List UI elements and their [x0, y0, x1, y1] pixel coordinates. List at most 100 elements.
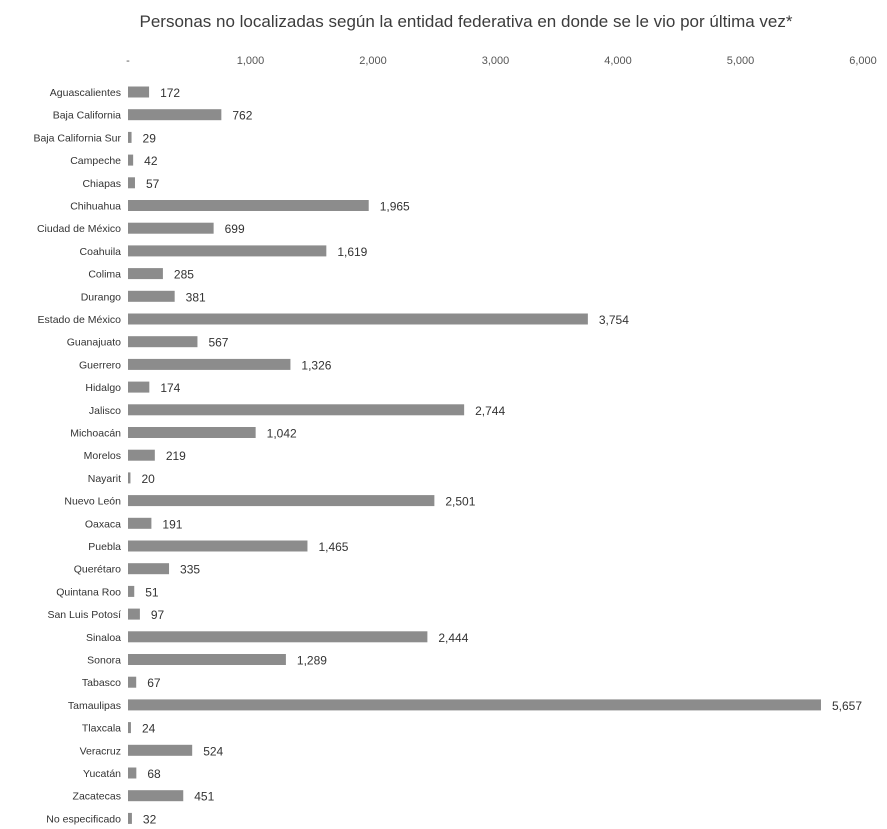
bar: [128, 585, 135, 597]
value-label: 172: [160, 86, 180, 100]
category-label: Estado de México: [38, 314, 122, 326]
value-label: 699: [225, 222, 245, 236]
x-tick-label: 6,000: [849, 55, 877, 67]
value-label: 219: [166, 449, 186, 463]
category-label: No especificado: [46, 813, 121, 825]
bar: [128, 109, 222, 121]
category-label: Tabasco: [82, 677, 121, 689]
category-label: Colima: [88, 269, 121, 281]
value-label: 2,444: [438, 631, 468, 645]
category-label: Puebla: [88, 541, 121, 553]
category-label: Aguascalientes: [50, 87, 121, 99]
bar: [128, 676, 137, 688]
bar: [128, 472, 131, 484]
bars: [128, 86, 821, 824]
bar: [128, 177, 135, 189]
category-label: Jalisco: [89, 405, 121, 417]
category-label: Baja California: [53, 110, 121, 122]
category-label: Sonora: [87, 655, 121, 667]
value-label: 57: [146, 177, 160, 191]
value-label: 335: [180, 563, 200, 577]
category-label: Yucatán: [83, 768, 121, 780]
value-label: 97: [151, 608, 165, 622]
value-label: 2,744: [475, 404, 505, 418]
bar: [128, 336, 198, 348]
bar: [128, 245, 327, 257]
bar: [128, 449, 155, 461]
category-label: Sinaloa: [86, 632, 121, 644]
category-label: Zacatecas: [73, 791, 121, 803]
bar: [128, 404, 465, 416]
value-label: 381: [186, 290, 206, 304]
bar: [128, 812, 132, 824]
bar: [128, 86, 150, 98]
category-label: Guanajuato: [67, 337, 121, 349]
bar: [128, 313, 588, 325]
category-label: Veracruz: [80, 745, 121, 757]
bar: [128, 722, 131, 734]
bar: [128, 699, 821, 711]
value-label: 5,657: [832, 699, 862, 713]
category-label: Querétaro: [74, 564, 121, 576]
value-label: 68: [147, 767, 161, 781]
category-label: Chihuahua: [70, 201, 121, 213]
bar: [128, 427, 256, 438]
value-label: 1,465: [318, 540, 348, 554]
category-label: Durango: [81, 291, 121, 303]
category-labels: Aguascalientes Baja California Baja Califo…: [33, 87, 121, 825]
x-tick-label: 5,000: [727, 55, 755, 67]
bar: [128, 358, 291, 370]
category-label: Chiapas: [82, 178, 121, 190]
bar: [128, 631, 428, 643]
category-label: San Luis Potosí: [47, 609, 121, 621]
category-label: Nayarit: [88, 473, 121, 485]
chart-title: Personas no localizadas según la entidad…: [139, 12, 792, 31]
x-tick-label: 3,000: [482, 55, 510, 67]
value-label: 451: [194, 790, 214, 804]
value-label: 51: [145, 585, 159, 599]
bar: [128, 222, 214, 234]
value-labels: 172 762 29 42 57 1,965 699 1,619 285 381 3,754 567 1…: [141, 86, 862, 826]
value-label: 24: [142, 722, 156, 736]
value-label: 29: [143, 131, 157, 145]
bar: [128, 290, 175, 302]
bar: [128, 517, 152, 529]
bar: [128, 563, 170, 575]
category-label: Ciudad de México: [37, 223, 121, 235]
category-label: Coahuila: [80, 246, 122, 258]
value-label: 191: [162, 517, 182, 531]
value-label: 67: [147, 676, 161, 690]
value-label: 285: [174, 268, 194, 282]
value-label: 567: [208, 336, 228, 350]
category-label: Nuevo León: [64, 496, 121, 508]
x-axis-ticks: - 1,000 2,000 3,000 4,000 5,000 6,000: [126, 55, 877, 67]
bar: [128, 540, 308, 552]
bar: [128, 744, 193, 756]
value-label: 32: [143, 812, 157, 826]
bar: [128, 131, 132, 143]
value-label: 174: [160, 381, 180, 395]
bar: [128, 654, 286, 665]
value-label: 524: [203, 744, 223, 758]
category-label: Michoacán: [70, 428, 121, 440]
value-label: 1,619: [337, 245, 367, 259]
value-label: 1,965: [380, 200, 410, 214]
x-tick-label: -: [126, 55, 130, 67]
category-label: Guerrero: [79, 359, 121, 371]
value-label: 2,501: [445, 495, 475, 509]
category-label: Hidalgo: [85, 382, 121, 394]
bar: [128, 200, 369, 211]
bar: [128, 495, 435, 507]
x-tick-label: 2,000: [359, 55, 387, 67]
bar: [128, 154, 134, 166]
bar: [128, 381, 150, 393]
x-tick-label: 1,000: [237, 55, 265, 67]
x-tick-label: 4,000: [604, 55, 632, 67]
category-label: Morelos: [84, 450, 121, 462]
value-label: 3,754: [599, 313, 629, 327]
value-label: 1,289: [297, 654, 327, 668]
value-label: 1,326: [301, 358, 331, 372]
category-label: Baja California Sur: [33, 132, 121, 144]
category-label: Tlaxcala: [82, 723, 121, 735]
